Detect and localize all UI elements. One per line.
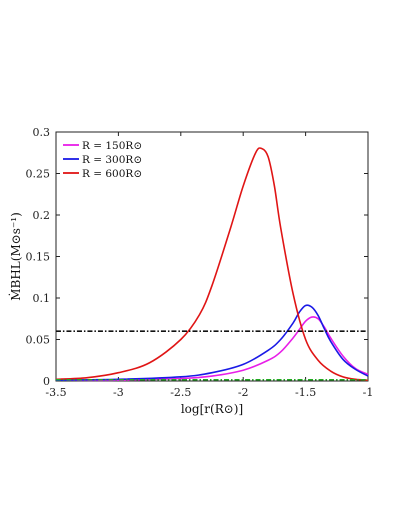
series-line-1 — [55, 304, 369, 381]
series-line-0 — [55, 316, 369, 382]
legend-label: R = 300R⊙ — [82, 154, 142, 166]
x-tick-label: -1 — [363, 386, 374, 399]
y-tick-label: 0.1 — [33, 292, 51, 305]
legend-label: R = 150R⊙ — [82, 140, 142, 152]
y-tick-label: 0.2 — [33, 209, 51, 222]
y-tick-label: 0.25 — [26, 168, 51, 181]
x-tick-label: -1.5 — [295, 386, 316, 399]
x-axis-label: log[r(R⊙)] — [181, 402, 243, 416]
series-line-2 — [55, 147, 369, 381]
legend-label: R = 600R⊙ — [82, 168, 142, 180]
y-tick-label: 0.05 — [26, 334, 51, 347]
x-tick-label: -2 — [238, 386, 249, 399]
y-axis-label: ṀBHL(M⊙s⁻¹) — [8, 212, 23, 301]
x-tick-label: -3 — [113, 386, 124, 399]
y-tick-label: 0.15 — [26, 251, 51, 264]
y-tick-label: 0.3 — [33, 126, 51, 139]
x-tick-label: -2.5 — [170, 386, 191, 399]
x-tick-label: -3.5 — [45, 386, 66, 399]
y-tick-label: 0 — [43, 375, 50, 388]
